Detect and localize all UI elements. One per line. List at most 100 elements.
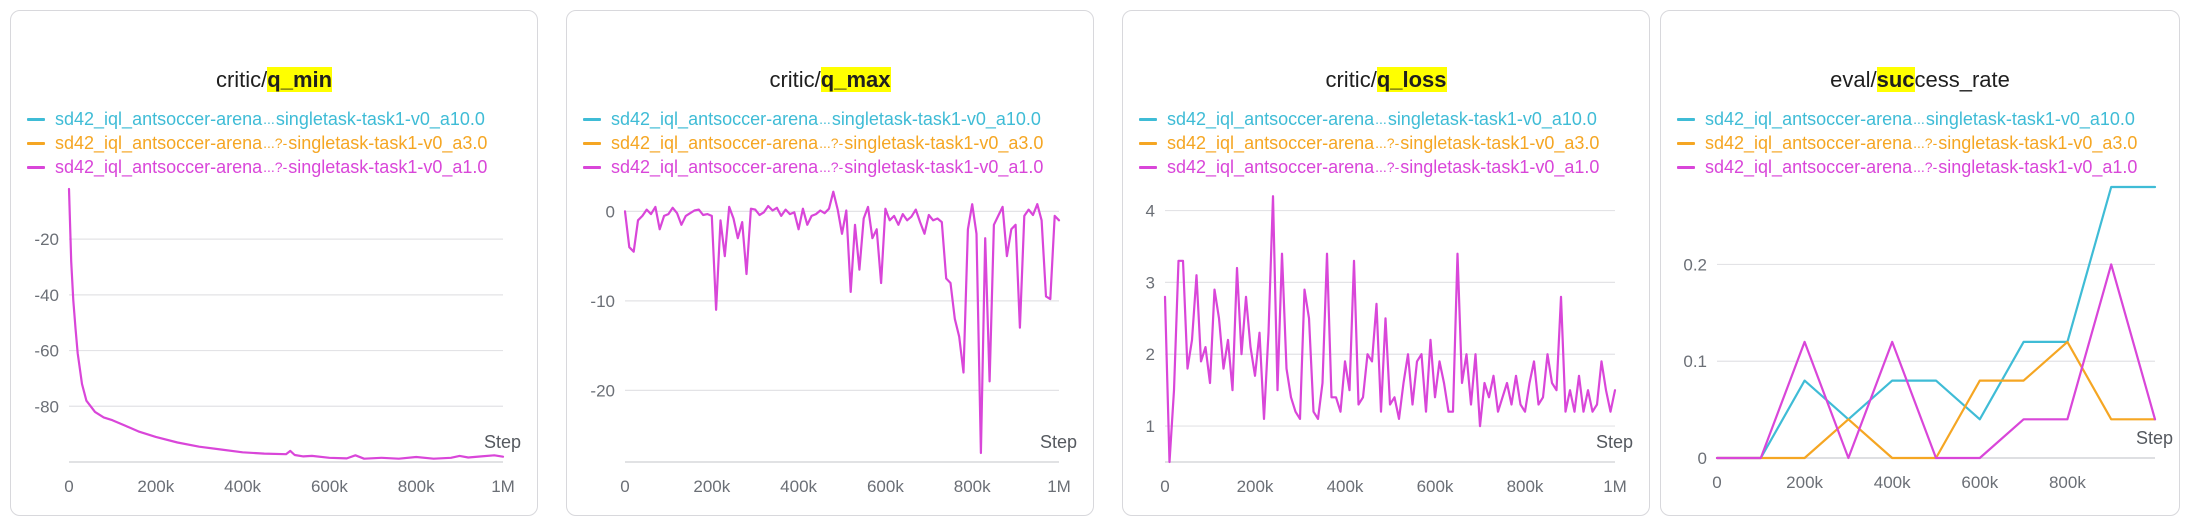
x-tick-label: 400k xyxy=(780,477,817,496)
y-tick-label: 0 xyxy=(1698,449,1707,468)
legend-swatch-cyan xyxy=(1139,117,1157,121)
legend-item-a10[interactable]: sd42_iql_antsoccer-arena... singletask-ta… xyxy=(1677,107,2171,131)
chart-panel-q-max[interactable]: critic/q_max sd42_iql_antsoccer-arena...… xyxy=(566,10,1094,516)
legend-ellipsis: ...?- xyxy=(263,159,288,175)
y-tick-label: -40 xyxy=(34,286,59,305)
legend-run-prefix: sd42_iql_antsoccer-arena xyxy=(1705,133,1913,153)
x-tick-label: 600k xyxy=(1961,473,1998,492)
legend-item-a10[interactable]: sd42_iql_antsoccer-arena... singletask-ta… xyxy=(27,107,529,131)
y-tick-label: -80 xyxy=(34,397,59,416)
legend-run-suffix: singletask-task1-v0_a3.0 xyxy=(288,133,488,153)
chart-plot[interactable]: 4 3 2 1 0 200k 400k 600k 800k 1M Step xyxy=(1123,11,1650,516)
legend-ellipsis: ... xyxy=(819,111,831,127)
legend-swatch-orange xyxy=(27,141,45,145)
x-tick-label: 0 xyxy=(64,477,73,496)
x-axis-label: Step xyxy=(1596,432,1633,452)
legend-item-a3[interactable]: sd42_iql_antsoccer-arena ...?- singletask-… xyxy=(27,131,529,155)
legend-item-a3[interactable]: sd42_iql_antsoccer-arena ...?- singletask-… xyxy=(583,131,1085,155)
legend-ellipsis: ...?- xyxy=(263,135,288,151)
x-tick-label: 600k xyxy=(1417,477,1454,496)
legend-ellipsis: ... xyxy=(1913,111,1925,127)
legend-item-a3[interactable]: sd42_iql_antsoccer-arena ...?- singletask-… xyxy=(1677,131,2171,155)
legend-swatch-cyan xyxy=(1677,117,1695,121)
legend-swatch-magenta xyxy=(1677,165,1695,169)
legend-run-suffix: singletask-task1-v0_a1.0 xyxy=(1938,157,2138,177)
legend-run-suffix: singletask-task1-v0_a10.0 xyxy=(1925,109,2135,129)
chart-title-highlight: q_min xyxy=(267,67,333,92)
legend-ellipsis: ...?- xyxy=(1375,159,1400,175)
x-tick-label: 800k xyxy=(398,477,435,496)
y-tick-label: -20 xyxy=(590,381,615,400)
legend-ellipsis: ... xyxy=(263,111,275,127)
legend-item-a10[interactable]: sd42_iql_antsoccer-arena... singletask-ta… xyxy=(583,107,1085,131)
legend-swatch-magenta xyxy=(1139,165,1157,169)
chart-plot[interactable]: 0.2 0.1 00 200k 400k 600k 800k Step xyxy=(1661,11,2180,516)
legend-run-prefix: sd42_iql_antsoccer-arena xyxy=(611,133,819,153)
legend-item-a1[interactable]: sd42_iql_antsoccer-arena ...?- singletask-… xyxy=(27,155,529,179)
x-tick-label: 200k xyxy=(1786,473,1823,492)
legend-item-a1[interactable]: sd42_iql_antsoccer-arena ...?- singletask-… xyxy=(1139,155,1641,179)
x-tick-label: 200k xyxy=(693,477,730,496)
legend-run-prefix: sd42_iql_antsoccer-arena xyxy=(1167,109,1375,129)
chart-plot[interactable]: -20 -40 -60 -80 0 200k 400k 600k 800k 1M Step xyxy=(11,11,538,516)
y-tick-label: 4 xyxy=(1146,202,1155,221)
x-tick-label: 200k xyxy=(1237,477,1274,496)
y-tick-label: 0 xyxy=(606,202,615,221)
legend-item-a1[interactable]: sd42_iql_antsoccer-arena ...?- singletask-… xyxy=(583,155,1085,179)
legend-run-suffix: singletask-task1-v0_a10.0 xyxy=(1387,109,1597,129)
legend-ellipsis: ...?- xyxy=(819,135,844,151)
chart-title-suffix: cess_rate xyxy=(1914,67,2010,92)
legend-run-prefix: sd42_iql_antsoccer-arena xyxy=(1167,157,1375,177)
legend-swatch-orange xyxy=(583,141,601,145)
x-tick-label: 800k xyxy=(1507,477,1544,496)
chart-title-prefix: critic/ xyxy=(215,67,268,92)
legend-run-suffix: singletask-task1-v0_a3.0 xyxy=(1938,133,2138,153)
legend-run-suffix: singletask-task1-v0_a1.0 xyxy=(288,157,488,177)
legend-swatch-cyan xyxy=(27,117,45,121)
legend-run-prefix: sd42_iql_antsoccer-arena xyxy=(1167,133,1375,153)
legend-ellipsis: ...?- xyxy=(1913,159,1938,175)
chart-title: critic/q_min xyxy=(11,65,537,95)
x-tick-label: 0 xyxy=(1160,477,1169,496)
chart-legend: sd42_iql_antsoccer-arena... singletask-ta… xyxy=(583,107,1085,179)
legend-run-suffix: singletask-task1-v0_a10.0 xyxy=(275,109,485,129)
legend-item-a10[interactable]: sd42_iql_antsoccer-arena... singletask-ta… xyxy=(1139,107,1641,131)
chart-title: eval/success_rate xyxy=(1661,65,2179,95)
legend-run-prefix: sd42_iql_antsoccer-arena xyxy=(1705,109,1913,129)
x-tick-label: 1M xyxy=(1603,477,1627,496)
chart-legend: sd42_iql_antsoccer-arena... singletask-ta… xyxy=(27,107,529,179)
legend-swatch-magenta xyxy=(27,165,45,169)
chart-panel-success-rate[interactable]: eval/success_rate sd42_iql_antsoccer-are… xyxy=(1660,10,2180,516)
y-tick-label: 2 xyxy=(1146,345,1155,364)
x-tick-label: 600k xyxy=(867,477,904,496)
legend-ellipsis: ... xyxy=(1375,111,1387,127)
legend-item-a3[interactable]: sd42_iql_antsoccer-arena ...?- singletask-… xyxy=(1139,131,1641,155)
x-tick-label: 0 xyxy=(620,477,629,496)
legend-run-suffix: singletask-task1-v0_a3.0 xyxy=(844,133,1044,153)
legend-swatch-cyan xyxy=(583,117,601,121)
chart-panel-q-min[interactable]: critic/q_min sd42_iql_antsoccer-arena...… xyxy=(10,10,538,516)
chart-title-prefix: critic/ xyxy=(1325,67,1377,92)
legend-ellipsis: ...?- xyxy=(819,159,844,175)
chart-legend: sd42_iql_antsoccer-arena... singletask-ta… xyxy=(1677,107,2171,179)
legend-run-prefix: sd42_iql_antsoccer-arena xyxy=(1705,157,1913,177)
legend-swatch-orange xyxy=(1139,141,1157,145)
legend-run-prefix: sd42_iql_antsoccer-arena xyxy=(55,109,263,129)
chart-plot[interactable]: 0 -10 -20 0 200k 400k 600k 800k 1M Step xyxy=(567,11,1094,516)
legend-item-a1[interactable]: sd42_iql_antsoccer-arena ...?- singletask-… xyxy=(1677,155,2171,179)
legend-run-suffix: singletask-task1-v0_a1.0 xyxy=(1400,157,1600,177)
series-line-0 xyxy=(1163,195,1617,464)
chart-title: critic/q_max xyxy=(567,65,1093,95)
x-axis-label: Step xyxy=(484,432,521,452)
series-line-0 xyxy=(623,190,1061,455)
legend-run-suffix: singletask-task1-v0_a10.0 xyxy=(831,109,1041,129)
x-tick-label: 400k xyxy=(224,477,261,496)
chart-legend: sd42_iql_antsoccer-arena... singletask-ta… xyxy=(1139,107,1641,179)
series-line-0 xyxy=(67,187,505,460)
x-tick-label: 200k xyxy=(137,477,174,496)
chart-panel-q-loss[interactable]: critic/q_loss sd42_iql_antsoccer-arena..… xyxy=(1122,10,1650,516)
y-tick-label: 1 xyxy=(1146,417,1155,436)
chart-title-highlight: suc xyxy=(1876,67,1915,92)
series-line-2 xyxy=(1715,263,2157,460)
y-tick-label: -10 xyxy=(590,292,615,311)
